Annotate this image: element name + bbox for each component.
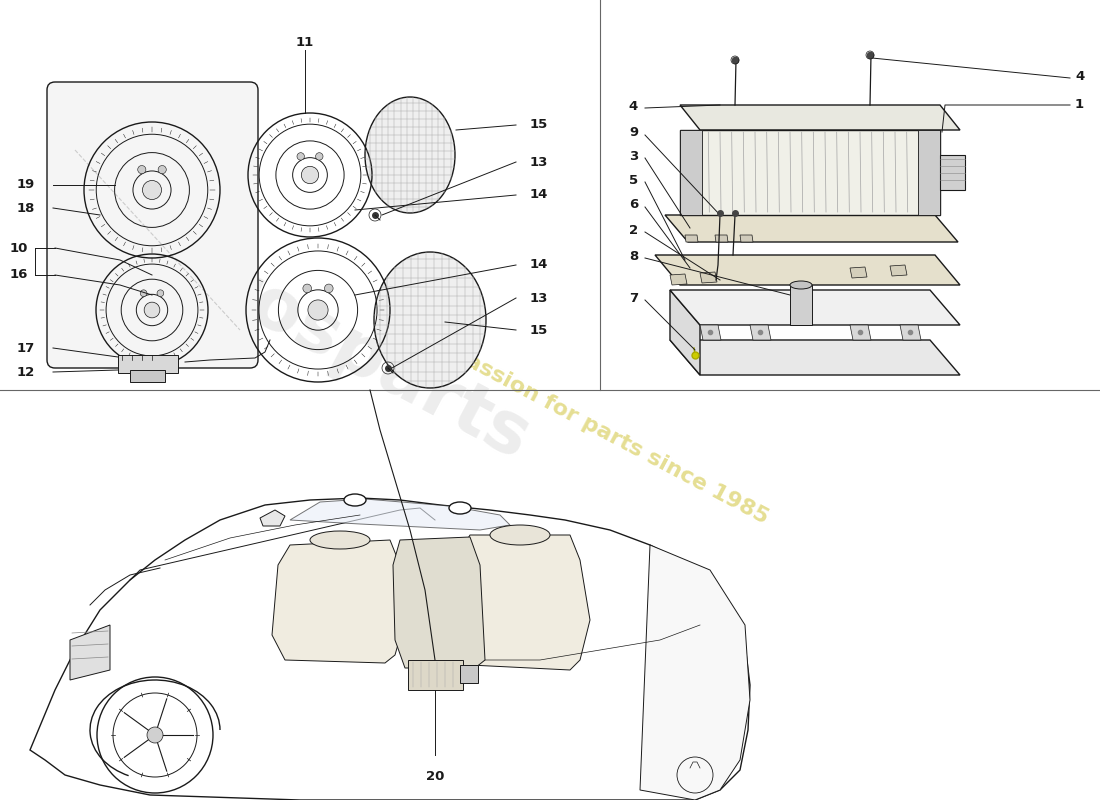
Circle shape bbox=[138, 166, 146, 174]
Polygon shape bbox=[70, 625, 110, 680]
Text: 18: 18 bbox=[16, 202, 35, 214]
Polygon shape bbox=[670, 340, 960, 375]
Polygon shape bbox=[290, 499, 510, 530]
Bar bbox=[680, 130, 940, 215]
Bar bbox=[680, 130, 702, 215]
Circle shape bbox=[301, 166, 319, 184]
Circle shape bbox=[316, 153, 323, 160]
Text: 4: 4 bbox=[629, 101, 638, 114]
Text: 5: 5 bbox=[629, 174, 638, 186]
Ellipse shape bbox=[449, 502, 471, 514]
Polygon shape bbox=[260, 510, 285, 526]
Text: 7: 7 bbox=[629, 291, 638, 305]
Polygon shape bbox=[850, 267, 867, 278]
Polygon shape bbox=[455, 535, 590, 670]
Polygon shape bbox=[670, 274, 688, 285]
Text: 13: 13 bbox=[530, 155, 549, 169]
Bar bbox=[790, 285, 812, 325]
Polygon shape bbox=[750, 325, 771, 340]
Circle shape bbox=[144, 302, 159, 318]
Text: 15: 15 bbox=[530, 118, 548, 131]
Bar bbox=[408, 660, 463, 690]
Text: 1: 1 bbox=[1075, 98, 1085, 110]
Ellipse shape bbox=[365, 97, 455, 213]
Ellipse shape bbox=[790, 281, 812, 289]
Text: 20: 20 bbox=[426, 770, 444, 783]
Ellipse shape bbox=[310, 531, 370, 549]
Polygon shape bbox=[640, 545, 750, 800]
Text: 16: 16 bbox=[10, 269, 28, 282]
Polygon shape bbox=[850, 325, 871, 340]
Text: 14: 14 bbox=[530, 189, 549, 202]
Circle shape bbox=[158, 166, 166, 174]
Text: a passion for parts since 1985: a passion for parts since 1985 bbox=[428, 332, 772, 528]
Text: 11: 11 bbox=[296, 35, 315, 49]
Ellipse shape bbox=[374, 252, 486, 388]
Bar bbox=[940, 155, 965, 190]
Bar bbox=[918, 130, 940, 215]
Polygon shape bbox=[740, 235, 754, 242]
Polygon shape bbox=[30, 498, 750, 800]
Text: 12: 12 bbox=[16, 366, 35, 378]
Text: eurosparts: eurosparts bbox=[119, 206, 541, 474]
Circle shape bbox=[143, 181, 162, 199]
Text: 6: 6 bbox=[629, 198, 638, 211]
Text: 13: 13 bbox=[530, 291, 549, 305]
Polygon shape bbox=[272, 540, 405, 663]
Polygon shape bbox=[670, 290, 960, 325]
Bar bbox=[118, 355, 178, 373]
Ellipse shape bbox=[344, 494, 366, 506]
Polygon shape bbox=[900, 325, 921, 340]
Text: 4: 4 bbox=[1075, 70, 1085, 83]
Polygon shape bbox=[393, 537, 485, 668]
Text: 2: 2 bbox=[629, 223, 638, 237]
Ellipse shape bbox=[490, 525, 550, 545]
Circle shape bbox=[147, 727, 163, 743]
Polygon shape bbox=[666, 215, 958, 242]
Bar bbox=[130, 370, 165, 382]
Polygon shape bbox=[680, 105, 960, 130]
Circle shape bbox=[308, 300, 328, 320]
Text: 19: 19 bbox=[16, 178, 35, 191]
Polygon shape bbox=[715, 235, 728, 242]
Text: 17: 17 bbox=[16, 342, 35, 354]
Text: 10: 10 bbox=[10, 242, 28, 254]
Circle shape bbox=[297, 153, 305, 160]
Text: 14: 14 bbox=[530, 258, 549, 271]
Polygon shape bbox=[685, 235, 698, 242]
Circle shape bbox=[302, 284, 311, 293]
Bar bbox=[460, 665, 478, 683]
Text: 9: 9 bbox=[629, 126, 638, 139]
Polygon shape bbox=[890, 265, 908, 276]
Circle shape bbox=[324, 284, 333, 293]
Polygon shape bbox=[700, 325, 720, 340]
Polygon shape bbox=[654, 255, 960, 285]
Circle shape bbox=[140, 290, 147, 297]
Polygon shape bbox=[670, 290, 700, 375]
Text: 15: 15 bbox=[530, 323, 548, 337]
Polygon shape bbox=[700, 272, 717, 283]
FancyBboxPatch shape bbox=[47, 82, 258, 368]
Circle shape bbox=[157, 290, 164, 297]
Text: 3: 3 bbox=[629, 150, 638, 162]
Text: 8: 8 bbox=[629, 250, 638, 263]
